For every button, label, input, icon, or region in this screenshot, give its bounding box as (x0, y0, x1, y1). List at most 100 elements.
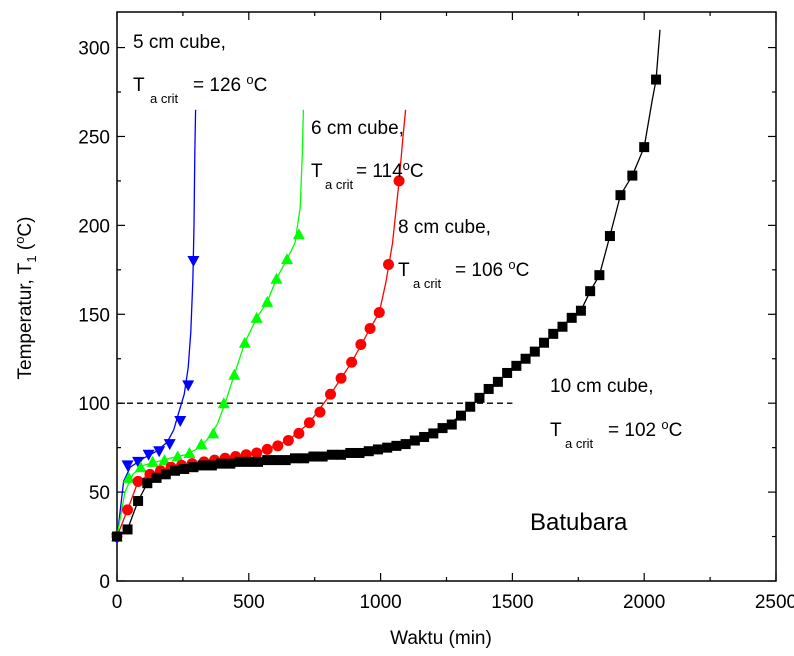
data-point (270, 272, 283, 284)
data-point (163, 439, 176, 451)
data-point (557, 321, 568, 332)
x-tick-label: 500 (233, 592, 265, 613)
svg-text:= 106 oC: = 106 oC (455, 257, 529, 281)
data-point (153, 446, 166, 458)
data-point (437, 423, 448, 434)
data-point (566, 312, 577, 323)
x-tick-label: 1000 (359, 592, 401, 613)
data-point (253, 456, 264, 467)
svg-text:a crit: a crit (413, 276, 442, 291)
data-point (132, 456, 145, 468)
data-point (548, 328, 559, 339)
material-label: Batubara (530, 509, 628, 536)
data-point (594, 270, 605, 281)
data-point (207, 427, 220, 439)
data-point (391, 440, 402, 451)
data-point (132, 475, 144, 487)
svg-text:= 102 oC: = 102 oC (608, 417, 682, 441)
data-point (243, 456, 254, 467)
x-tick-label: 2500 (755, 592, 794, 613)
data-point (615, 190, 626, 201)
data-point (400, 439, 411, 450)
y-tick-label: 200 (78, 216, 110, 237)
data-point (326, 449, 337, 460)
data-point (171, 450, 184, 462)
data-point (317, 451, 328, 462)
data-point (483, 383, 494, 394)
data-point (182, 380, 195, 392)
svg-text:= 114oC: = 114oC (356, 158, 424, 182)
data-point (336, 449, 347, 460)
data-point (195, 438, 208, 450)
data-point (383, 258, 395, 270)
data-point (262, 455, 273, 466)
data-point (238, 336, 251, 348)
data-point (419, 431, 430, 442)
data-point (520, 353, 531, 364)
data-point (335, 372, 347, 384)
svg-text:a crit: a crit (150, 91, 179, 106)
data-point (372, 444, 383, 455)
data-point (575, 305, 586, 316)
data-point (355, 339, 367, 351)
data-point (627, 170, 638, 181)
data-point (169, 465, 180, 476)
data-point (474, 392, 485, 403)
data-point (122, 471, 135, 483)
data-point (174, 415, 187, 427)
svg-text:T: T (311, 161, 323, 182)
y-tick-label: 0 (99, 572, 110, 593)
data-point (228, 368, 241, 380)
data-point (179, 463, 190, 474)
data-point (206, 460, 217, 471)
data-point (271, 455, 282, 466)
x-tick-label: 0 (112, 592, 123, 613)
series-points-1 (111, 228, 305, 542)
data-point (122, 504, 134, 516)
svg-text:a crit: a crit (565, 436, 594, 451)
data-point (502, 367, 513, 378)
x-tick-label: 2000 (623, 592, 665, 613)
data-point (121, 460, 134, 472)
annotation-5cm: 5 cm cube, T a crit = 126 oC (133, 32, 267, 106)
data-point (354, 447, 365, 458)
data-point (585, 286, 596, 297)
data-point (303, 417, 315, 429)
series-points-3 (112, 74, 662, 542)
data-point (393, 175, 405, 187)
data-point (250, 311, 263, 323)
data-point (529, 346, 540, 357)
data-point (455, 410, 466, 421)
series-points-2 (111, 175, 405, 543)
data-point (158, 454, 171, 466)
data-point (325, 388, 337, 400)
data-point (292, 228, 305, 240)
data-point (188, 462, 199, 473)
annotation-10cm: 10 cm cube, T a crit = 102 oC (550, 376, 682, 451)
y-tick-label: 300 (78, 39, 110, 60)
data-point (217, 397, 230, 409)
series-line-0 (116, 109, 197, 539)
data-point (446, 419, 457, 430)
data-point (234, 456, 245, 467)
x-tick-label: 1500 (491, 592, 533, 613)
y-tick-label: 150 (78, 305, 110, 326)
svg-text:T: T (398, 260, 410, 281)
data-point (651, 74, 662, 85)
data-point (280, 455, 291, 466)
svg-text:6 cm cube,: 6 cm cube, (311, 118, 404, 139)
data-point (308, 451, 319, 462)
data-point (160, 469, 171, 480)
data-point (133, 495, 144, 506)
svg-text:a crit: a crit (325, 177, 354, 192)
data-point (272, 440, 284, 452)
y-tick-label: 100 (78, 394, 110, 415)
data-point (492, 376, 503, 387)
data-point (382, 442, 393, 453)
data-point (261, 443, 273, 455)
annotation-6cm: 6 cm cube, T a crit = 114oC (311, 118, 424, 192)
data-point (511, 360, 522, 371)
data-point (216, 458, 227, 469)
data-point (289, 453, 300, 464)
y-axis-title: Temperatur, T1 (oC) (12, 216, 39, 379)
